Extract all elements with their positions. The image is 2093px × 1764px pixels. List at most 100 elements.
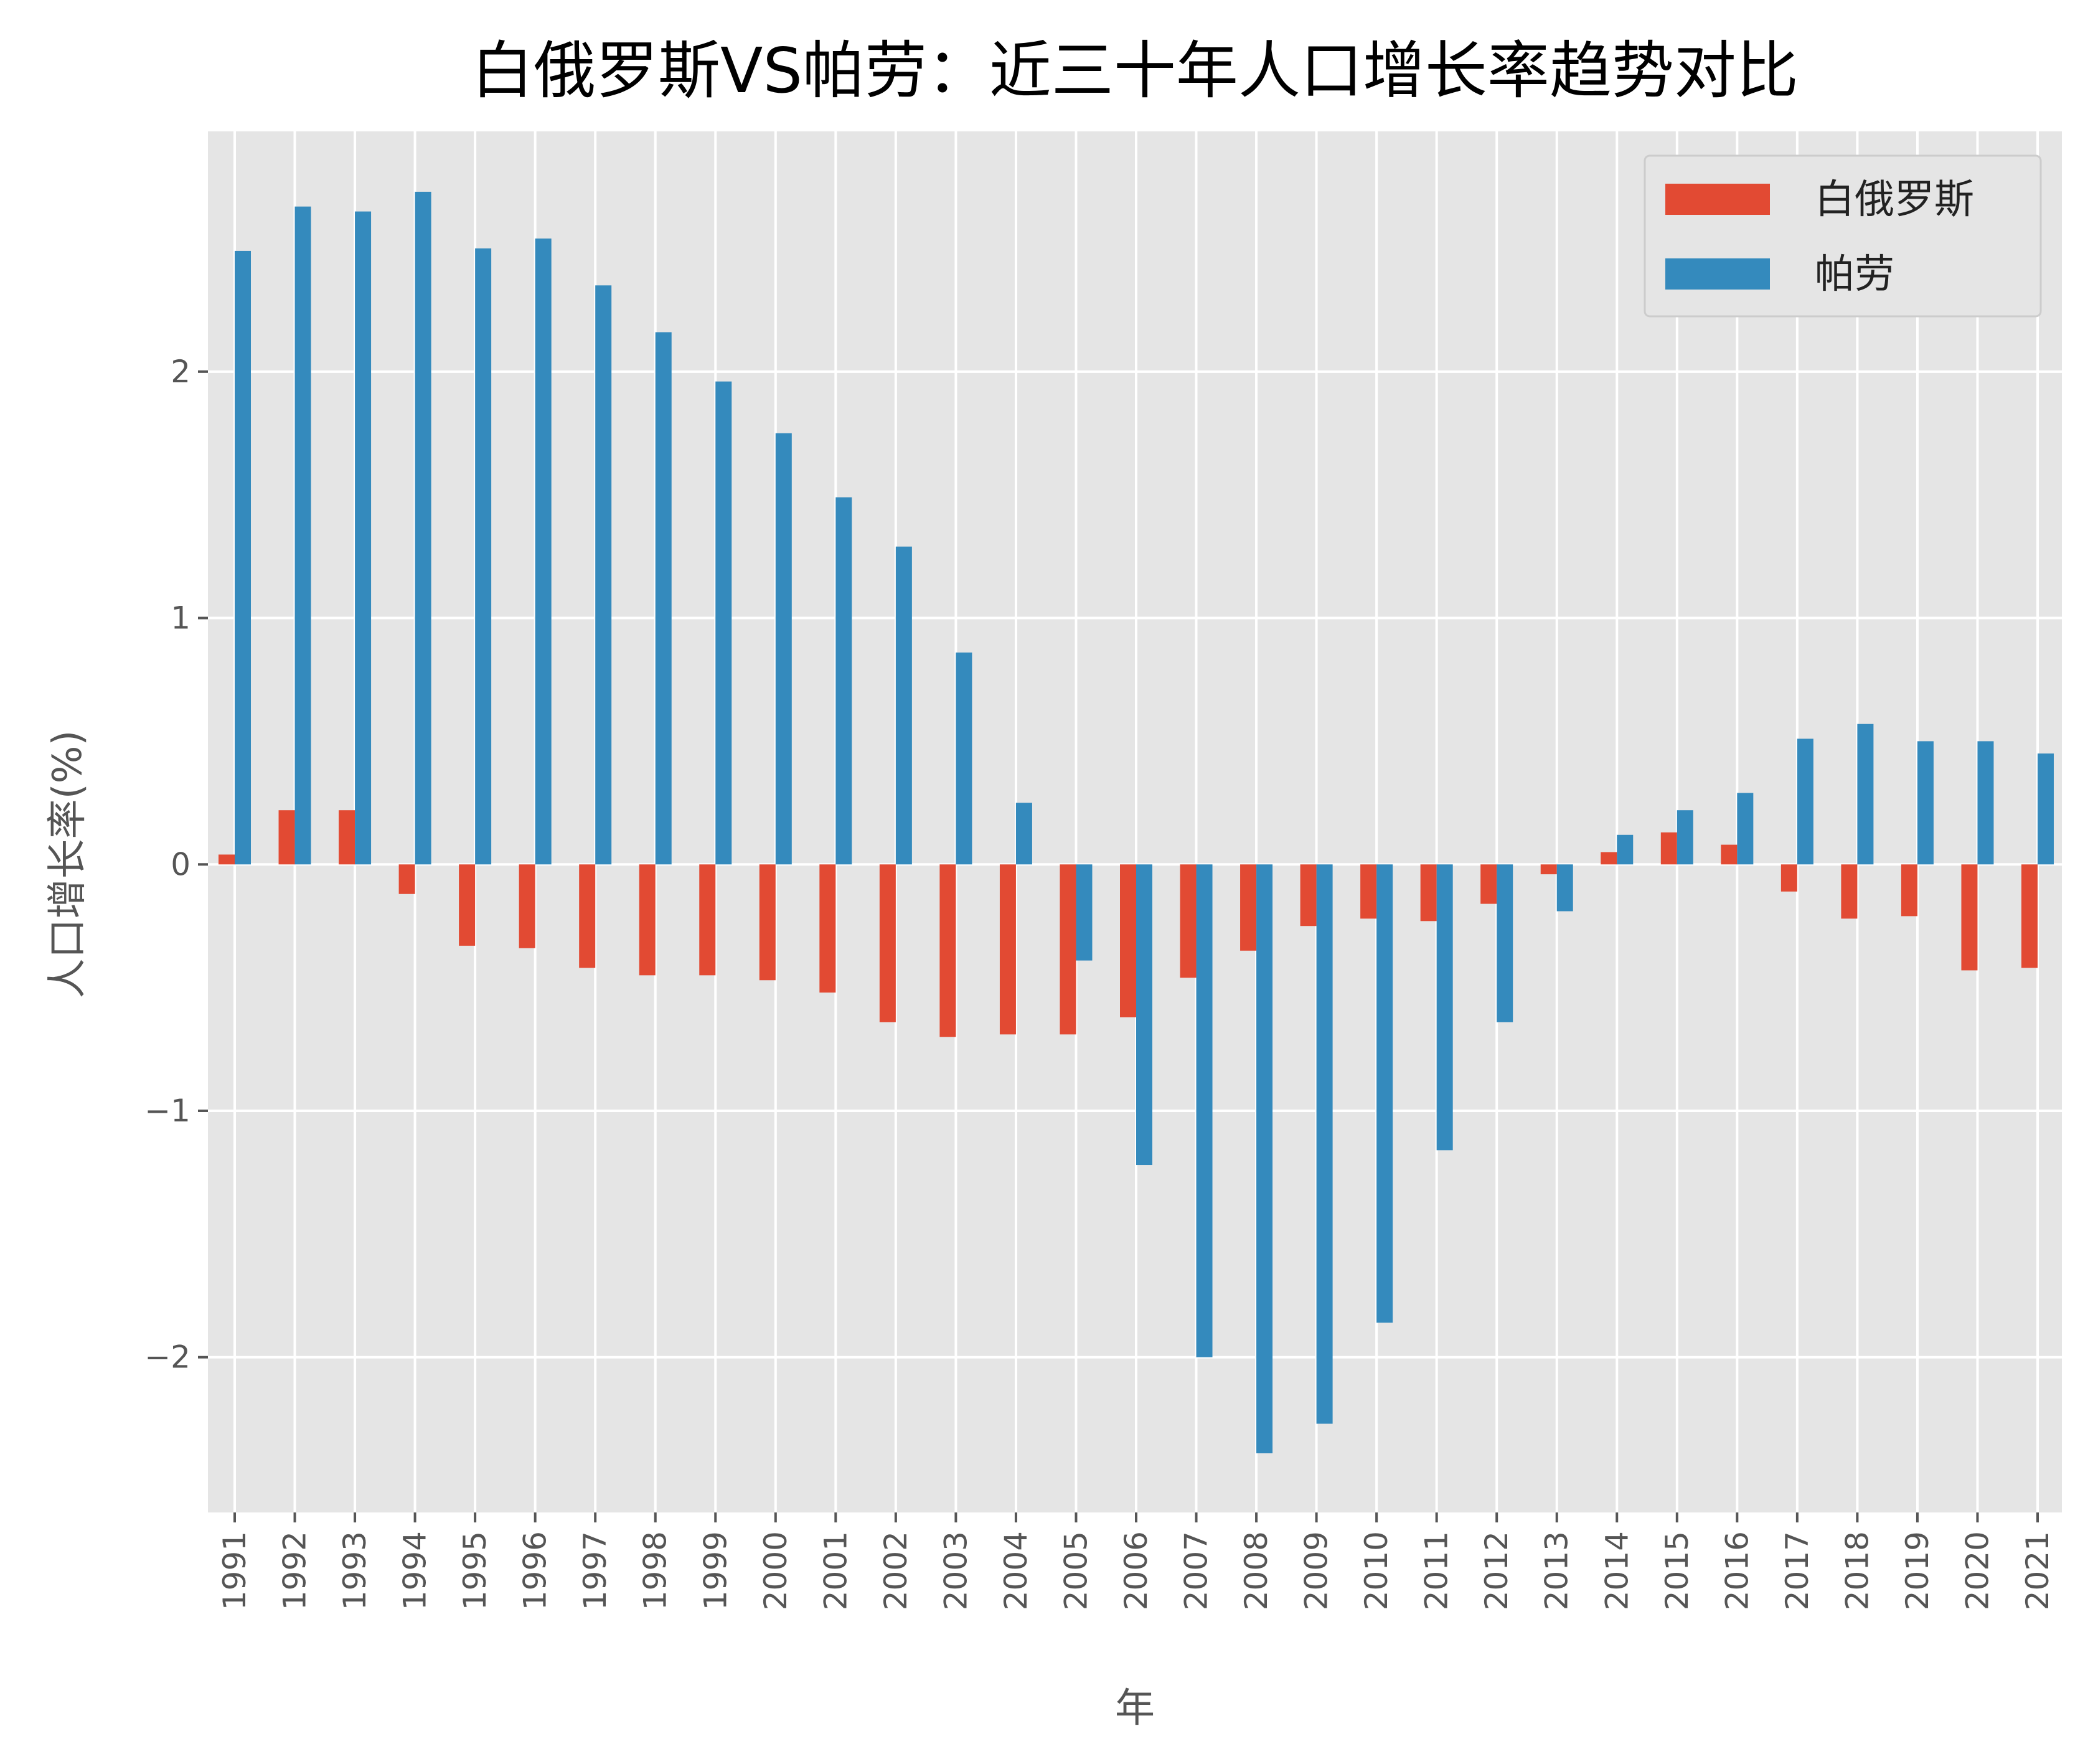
bar-palau-2006 (1136, 864, 1152, 1166)
x-tick-label: 2011 (1419, 1531, 1455, 1610)
bar-belarus-2008 (1240, 864, 1257, 951)
bar-belarus-2000 (759, 864, 776, 981)
bar-belarus-2014 (1601, 852, 1617, 865)
bar-belarus-2003 (939, 864, 956, 1037)
x-tick-label: 2005 (1058, 1531, 1094, 1610)
bar-palau-2003 (956, 652, 972, 865)
x-tick-label: 1998 (637, 1531, 674, 1610)
bar-belarus-1992 (278, 810, 295, 865)
x-tick-label: 2003 (938, 1531, 974, 1610)
x-tick-label: 2019 (1899, 1531, 1935, 1610)
legend-label-palau: 帕劳 (1815, 252, 1894, 298)
bar-palau-1994 (415, 191, 431, 865)
bar-belarus-2002 (879, 864, 896, 1022)
x-tick-label: 2018 (1839, 1531, 1875, 1610)
bar-palau-2017 (1797, 738, 1813, 865)
bar-palau-2009 (1316, 864, 1333, 1424)
bar-palau-2015 (1677, 810, 1693, 865)
bar-palau-1998 (655, 332, 672, 865)
x-tick-label: 2012 (1479, 1531, 1515, 1610)
bar-palau-2013 (1556, 864, 1573, 912)
x-tick-label: 2008 (1238, 1531, 1274, 1610)
bar-palau-2019 (1917, 741, 1934, 865)
bar-belarus-2005 (1060, 864, 1076, 1035)
y-tick-label: 0 (171, 846, 190, 882)
bar-belarus-1996 (519, 864, 535, 948)
x-tick-label: 2001 (817, 1531, 854, 1610)
bar-palau-1997 (595, 285, 612, 865)
y-tick-label: 2 (171, 354, 190, 390)
bar-belarus-2017 (1780, 864, 1797, 892)
x-tick-label: 2017 (1779, 1531, 1815, 1610)
bar-palau-1995 (475, 248, 492, 865)
bar-palau-2010 (1376, 864, 1393, 1323)
bar-belarus-2019 (1901, 864, 1917, 917)
bar-palau-2008 (1256, 864, 1273, 1454)
bar-belarus-2009 (1300, 864, 1317, 927)
y-tick-label: −2 (144, 1339, 190, 1375)
bar-palau-1992 (294, 206, 311, 865)
bar-palau-2000 (775, 433, 792, 865)
bar-belarus-2021 (2021, 864, 2038, 968)
x-tick-label: 2016 (1719, 1531, 1755, 1610)
bar-belarus-2015 (1660, 832, 1677, 865)
bar-belarus-1994 (398, 864, 415, 894)
bar-belarus-1997 (579, 864, 596, 968)
legend-swatch-palau (1665, 258, 1770, 290)
x-tick-label: 2006 (1118, 1531, 1154, 1610)
x-tick-label: 1997 (577, 1531, 613, 1610)
y-axis-label: 人口增长率(%) (45, 730, 91, 999)
bar-belarus-2001 (819, 864, 836, 993)
legend: 白俄罗斯 帕劳 (1644, 154, 2042, 318)
bar-belarus-2013 (1540, 864, 1557, 875)
bar-palau-2001 (835, 497, 852, 865)
bar-palau-1999 (715, 381, 732, 865)
bar-palau-2007 (1196, 864, 1213, 1357)
x-tick-label: 2020 (1959, 1531, 1995, 1610)
bar-belarus-2010 (1360, 864, 1377, 919)
bar-palau-2004 (1015, 803, 1032, 865)
chart-title: 白俄罗斯VS帕劳：近三十年人口增长率趋势对比 (471, 34, 1799, 107)
x-tick-label: 2021 (2020, 1531, 2056, 1610)
bar-palau-1993 (355, 211, 372, 865)
bar-palau-2020 (1977, 741, 1994, 865)
bar-palau-2021 (2038, 753, 2054, 865)
bar-belarus-2018 (1841, 864, 1858, 919)
bar-belarus-2006 (1120, 864, 1136, 1017)
x-tick-label: 2015 (1659, 1531, 1695, 1610)
bar-palau-1991 (235, 250, 251, 865)
x-axis-label: 年 (1115, 1686, 1155, 1732)
x-tick-label: 2009 (1299, 1531, 1335, 1610)
y-tick-label: −1 (144, 1093, 190, 1129)
y-tick-label: 1 (171, 600, 190, 636)
bar-palau-2012 (1497, 864, 1513, 1022)
x-tick-label: 2007 (1178, 1531, 1215, 1610)
x-tick-label: 1992 (277, 1531, 313, 1610)
bar-belarus-2012 (1480, 864, 1497, 904)
x-tick-label: 1994 (397, 1531, 433, 1610)
bar-belarus-1999 (699, 864, 716, 976)
bar-palau-2016 (1737, 793, 1754, 865)
x-tick-label: 2010 (1358, 1531, 1395, 1610)
legend-label-belarus: 白俄罗斯 (1815, 177, 1974, 223)
bar-belarus-2007 (1180, 864, 1197, 978)
bar-palau-2011 (1436, 864, 1453, 1151)
bar-belarus-2011 (1420, 864, 1437, 922)
bar-palau-2018 (1857, 724, 1874, 865)
bar-belarus-1993 (339, 810, 355, 865)
x-tick-label: 1995 (457, 1531, 493, 1610)
x-tick-label: 2014 (1599, 1531, 1635, 1610)
x-tick-label: 1996 (517, 1531, 553, 1610)
legend-swatch-belarus (1665, 184, 1770, 215)
x-tick-label: 2013 (1539, 1531, 1575, 1610)
bar-palau-2005 (1076, 864, 1093, 961)
bar-belarus-1991 (219, 854, 235, 865)
bar-belarus-1995 (459, 864, 476, 946)
bar-belarus-2016 (1721, 844, 1738, 865)
x-tick-label: 2004 (998, 1531, 1034, 1610)
x-tick-label: 1993 (337, 1531, 373, 1610)
bar-belarus-2020 (1961, 864, 1978, 971)
x-tick-label: 1991 (217, 1531, 253, 1610)
x-tick-label: 2002 (878, 1531, 914, 1610)
